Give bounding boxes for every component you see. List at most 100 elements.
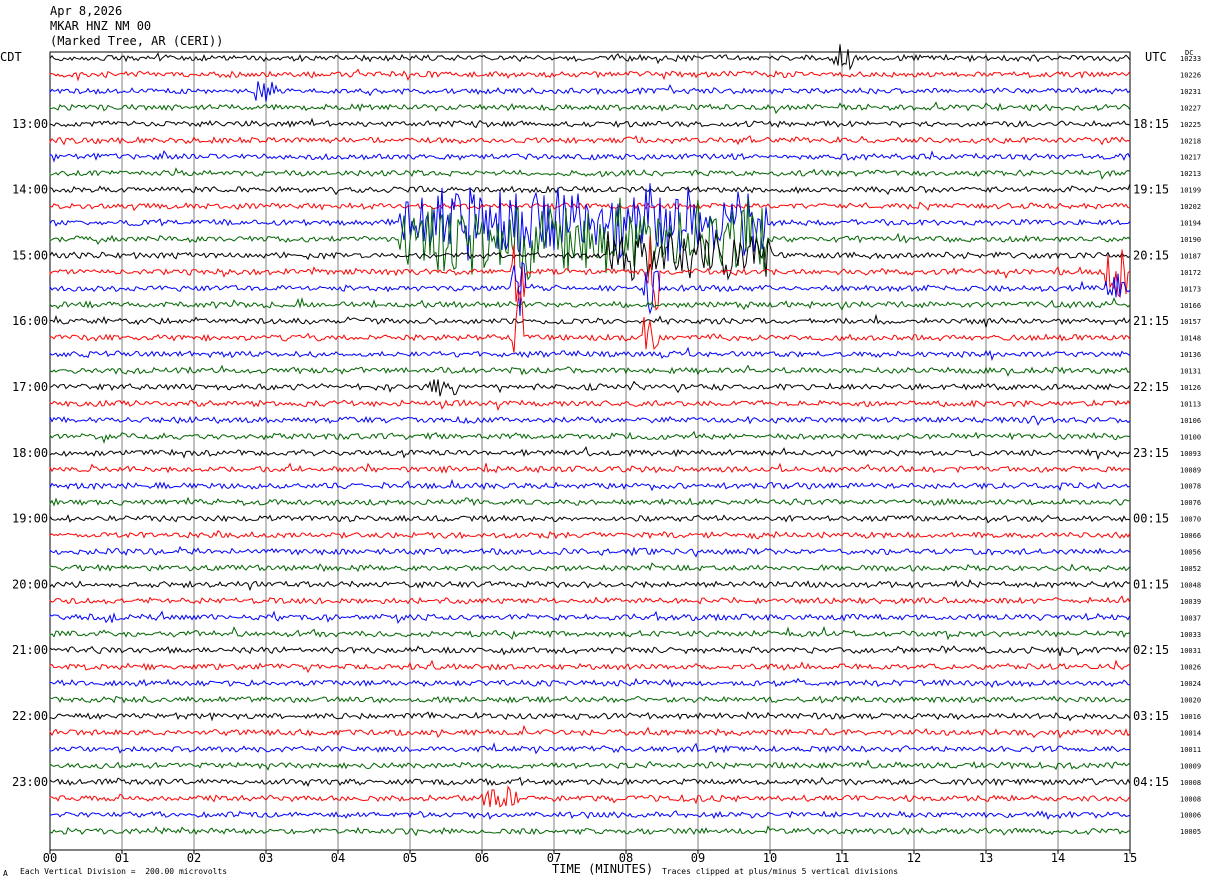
dc-offset-label: 10225	[1180, 121, 1201, 129]
right-hour-label: 20:15	[1133, 248, 1169, 262]
left-hour-label: 14:00	[12, 183, 48, 197]
dc-offset-label: 10056	[1180, 549, 1201, 557]
x-tick-label: 04	[331, 851, 345, 865]
dc-offset-label: 10136	[1180, 351, 1201, 359]
dc-offset-label: 10172	[1180, 269, 1201, 277]
left-hour-label: 17:00	[12, 380, 48, 394]
left-hour-label: 15:00	[12, 248, 48, 262]
right-hour-label: 23:15	[1133, 446, 1169, 460]
dc-offset-label: 10033	[1180, 631, 1201, 639]
dc-offset-label: 10016	[1180, 713, 1201, 721]
dc-offset-label: 10005	[1180, 828, 1201, 836]
dc-offset-label: 10011	[1180, 746, 1201, 754]
dc-header: DC	[1185, 49, 1194, 57]
x-tick-label: 00	[43, 851, 57, 865]
dc-offset-label: 10052	[1180, 565, 1201, 573]
trace-row-15	[49, 296, 1131, 311]
right-hour-label: 01:15	[1133, 577, 1169, 591]
dc-offset-label: 10187	[1180, 252, 1201, 260]
trace-row-5	[49, 135, 1131, 146]
trace-row-11	[49, 197, 1131, 281]
left-hour-label: 22:00	[12, 709, 48, 723]
trace-row-47	[49, 825, 1131, 837]
x-tick-label: 09	[691, 851, 705, 865]
trace-row-9	[49, 201, 1131, 212]
dc-offset-label: 10093	[1180, 450, 1201, 458]
dc-offset-label: 10113	[1180, 400, 1201, 408]
dc-offset-label: 10166	[1180, 302, 1201, 310]
x-tick-label: 13	[979, 851, 993, 865]
trace-row-7	[49, 167, 1131, 180]
dc-offset-label: 10070	[1180, 516, 1201, 524]
trace-row-21	[49, 399, 1131, 412]
trace-row-42	[49, 742, 1131, 755]
dc-offset-label: 10231	[1180, 88, 1201, 96]
trace-row-45	[49, 785, 1131, 808]
dc-offset-label: 10106	[1180, 417, 1201, 425]
trace-row-10	[49, 183, 1131, 262]
dc-offset-label: 10009	[1180, 762, 1201, 770]
x-tick-label: 12	[907, 851, 921, 865]
dc-offset-label: 10226	[1180, 71, 1201, 79]
trace-row-26	[49, 478, 1131, 492]
dc-offset-label: 10213	[1180, 170, 1201, 178]
right-hour-label: 04:15	[1133, 775, 1169, 789]
trace-row-35	[49, 625, 1131, 641]
trace-row-13	[49, 235, 1131, 312]
left-hour-label: 18:00	[12, 446, 48, 460]
dc-offset-label: 10024	[1180, 680, 1201, 688]
trace-row-16	[49, 313, 1131, 328]
trace-row-18	[49, 346, 1131, 362]
left-hour-label: 23:00	[12, 775, 48, 789]
dc-offset-label: 10078	[1180, 483, 1201, 491]
x-tick-label: 06	[475, 851, 489, 865]
trace-row-32	[49, 578, 1131, 592]
right-hour-label: 21:15	[1133, 314, 1169, 328]
trace-row-4	[49, 117, 1131, 129]
x-tick-label: 11	[835, 851, 849, 865]
dc-offset-label: 10076	[1180, 499, 1201, 507]
trace-row-14	[49, 261, 1131, 316]
right-hour-label: 03:15	[1133, 709, 1169, 723]
plot-channel: MKAR HNZ NM 00	[50, 19, 152, 33]
trace-row-43	[49, 759, 1131, 771]
dc-offset-label: 10148	[1180, 335, 1201, 343]
trace-row-27	[49, 496, 1131, 507]
left-hour-label: 20:00	[12, 577, 48, 591]
trace-row-29	[49, 530, 1131, 540]
x-tick-label: 05	[403, 851, 417, 865]
x-tick-label: 01	[115, 851, 129, 865]
trace-row-12	[49, 231, 1131, 282]
dc-offset-label: 10217	[1180, 154, 1201, 162]
trace-row-23	[49, 430, 1131, 445]
trace-row-31	[49, 562, 1131, 573]
dc-offset-label: 10008	[1180, 779, 1201, 787]
trace-row-37	[49, 659, 1131, 674]
trace-row-24	[49, 446, 1131, 461]
trace-row-28	[49, 514, 1131, 524]
right-timezone: UTC	[1145, 50, 1167, 64]
x-tick-label: 15	[1123, 851, 1137, 865]
trace-row-25	[49, 462, 1131, 474]
corner-mark: A	[3, 869, 8, 878]
x-axis-title: TIME (MINUTES)	[552, 862, 654, 876]
x-tick-label: 02	[187, 851, 201, 865]
dc-offset-label: 10006	[1180, 812, 1201, 820]
trace-row-8	[49, 183, 1131, 196]
dc-offset-label: 10020	[1180, 697, 1201, 705]
dc-offset-label: 10131	[1180, 368, 1201, 376]
dc-offset-label: 10031	[1180, 647, 1201, 655]
dc-offset-label: 10100	[1180, 433, 1201, 441]
clip-note: Traces clipped at plus/minus 5 vertical …	[662, 867, 899, 876]
trace-row-44	[49, 776, 1131, 787]
trace-row-17	[49, 291, 1131, 353]
trace-row-39	[49, 695, 1131, 704]
trace-row-46	[49, 810, 1131, 820]
x-tick-label: 03	[259, 851, 273, 865]
dc-offset-label: 10039	[1180, 598, 1201, 606]
left-hour-label: 21:00	[12, 643, 48, 657]
trace-row-30	[49, 545, 1131, 558]
left-hour-label: 16:00	[12, 314, 48, 328]
plot-location: (Marked Tree, AR (CERI))	[50, 34, 224, 48]
